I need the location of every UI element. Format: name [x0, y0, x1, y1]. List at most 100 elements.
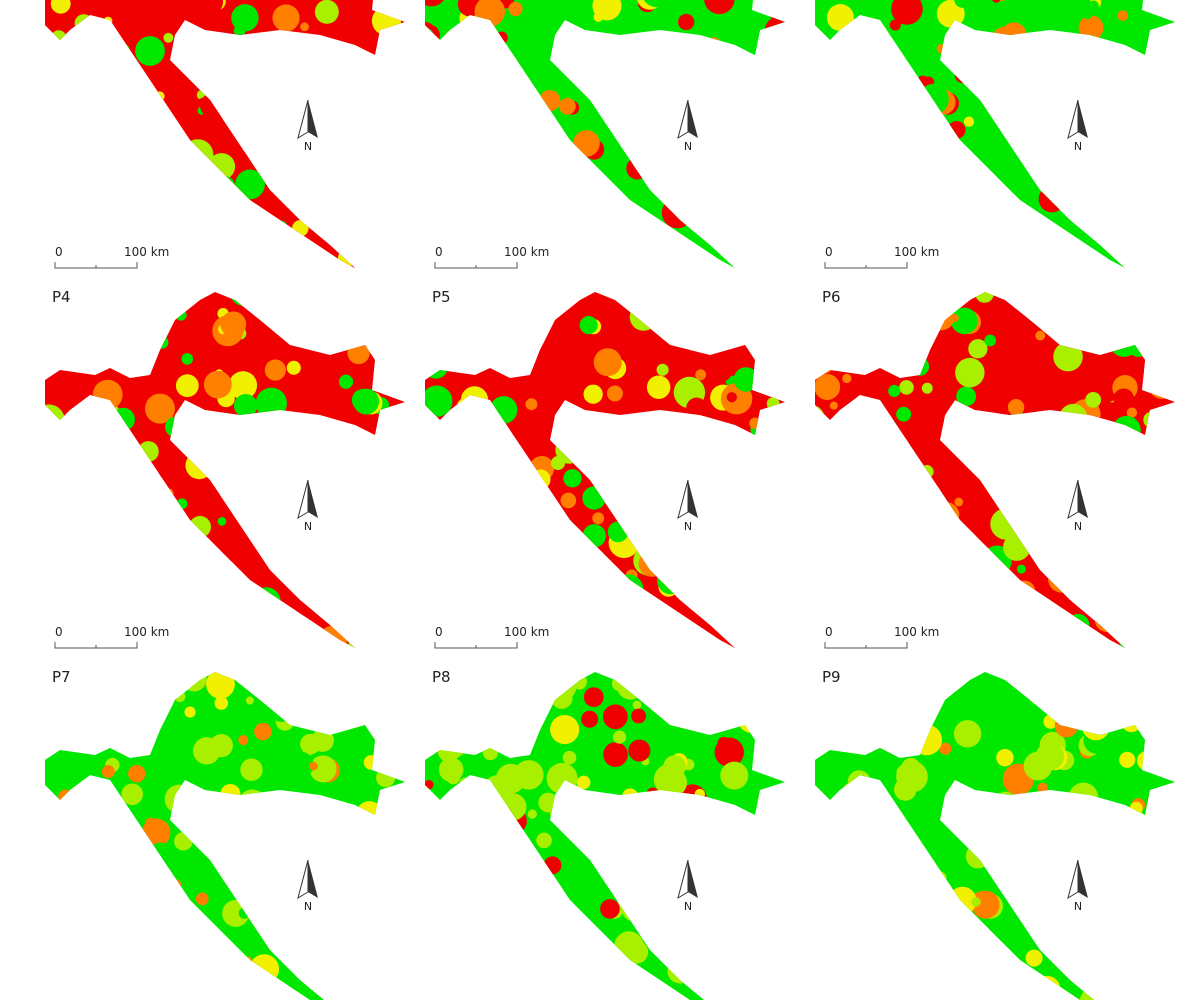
region	[383, 124, 400, 141]
region	[128, 764, 146, 783]
region	[921, 382, 933, 394]
region	[480, 589, 505, 615]
region	[285, 942, 308, 966]
region	[891, 359, 908, 375]
region	[583, 687, 604, 707]
region	[617, 673, 644, 700]
region	[356, 146, 374, 164]
region	[1139, 838, 1154, 853]
region	[570, 41, 598, 70]
region	[470, 919, 503, 952]
region	[884, 672, 913, 699]
region	[272, 4, 300, 32]
region	[132, 990, 157, 1000]
region	[248, 586, 267, 605]
region	[930, 820, 945, 835]
region	[1053, 341, 1083, 372]
region	[1083, 168, 1099, 183]
region	[237, 111, 249, 123]
scale-label: 100 km	[124, 245, 169, 259]
region	[385, 93, 395, 103]
region	[611, 626, 630, 645]
region	[1121, 809, 1147, 836]
region	[815, 714, 821, 733]
region	[1113, 388, 1135, 410]
north-arrow	[297, 859, 309, 900]
region	[495, 96, 520, 121]
scale-label: 0	[435, 625, 443, 639]
region	[815, 0, 1175, 268]
region	[714, 863, 732, 881]
region	[1117, 10, 1129, 21]
region	[1106, 264, 1116, 268]
region	[146, 299, 158, 311]
region	[871, 141, 886, 156]
region	[896, 406, 912, 422]
region	[235, 169, 265, 200]
region	[1160, 25, 1170, 35]
region	[194, 576, 212, 594]
region	[988, 253, 1000, 266]
region	[1038, 185, 1066, 213]
region	[880, 459, 891, 471]
region	[158, 672, 181, 682]
map-panel: N P7	[45, 668, 405, 1000]
region	[71, 613, 89, 632]
region	[341, 884, 359, 901]
region	[822, 641, 845, 648]
region	[165, 416, 186, 438]
north-arrow	[688, 480, 698, 518]
region	[889, 139, 908, 157]
region	[477, 568, 490, 581]
region	[633, 792, 666, 825]
region	[989, 190, 1001, 202]
region	[876, 547, 889, 560]
region	[119, 964, 144, 990]
region	[172, 216, 198, 242]
region	[335, 582, 361, 609]
region	[766, 397, 780, 411]
region	[936, 43, 947, 54]
region	[827, 552, 849, 574]
region	[288, 982, 297, 992]
region	[815, 431, 823, 444]
region	[673, 570, 684, 580]
region	[903, 307, 912, 316]
region	[773, 74, 783, 83]
region	[91, 402, 123, 434]
region	[476, 979, 504, 1000]
region	[690, 683, 704, 697]
region	[493, 541, 522, 571]
region	[1103, 594, 1114, 605]
region	[1088, 109, 1117, 138]
region	[425, 592, 438, 605]
region	[660, 243, 674, 256]
north-label: N	[304, 520, 312, 533]
region	[843, 234, 869, 260]
region	[389, 261, 404, 268]
region	[462, 526, 477, 541]
region	[1077, 165, 1095, 183]
choropleth	[45, 0, 405, 278]
region	[184, 615, 196, 628]
region	[535, 682, 556, 703]
region	[947, 121, 966, 139]
region	[622, 788, 639, 805]
region	[1128, 900, 1143, 915]
region	[933, 502, 960, 529]
region	[64, 62, 91, 89]
region	[338, 843, 370, 875]
region	[505, 190, 534, 218]
region	[425, 0, 785, 268]
region	[143, 270, 151, 278]
region	[945, 29, 961, 46]
region	[120, 361, 136, 377]
region	[986, 772, 1008, 794]
region	[874, 450, 907, 483]
region	[913, 993, 926, 1000]
region	[574, 580, 599, 605]
region	[1118, 538, 1151, 571]
region	[425, 308, 444, 327]
region	[613, 630, 642, 648]
region	[614, 595, 626, 607]
